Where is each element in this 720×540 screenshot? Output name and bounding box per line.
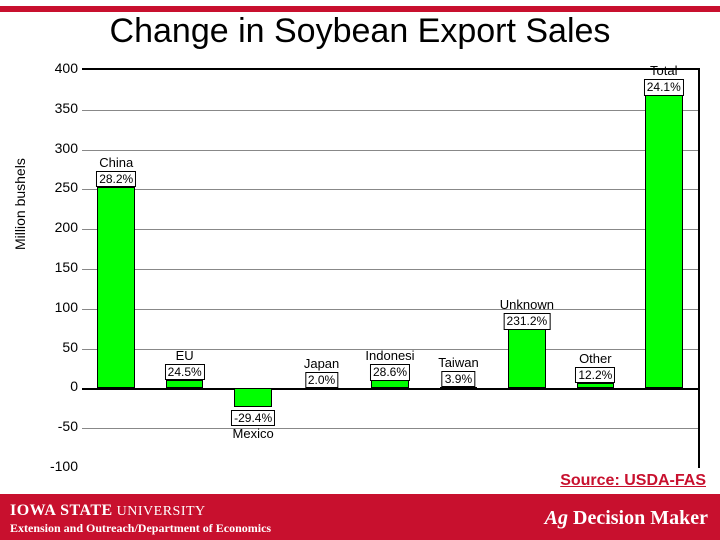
value-label: 28.2% (96, 171, 136, 187)
logo-iowa: IOWA STATE (10, 502, 113, 519)
isu-logo: IOWA STATE UNIVERSITY (10, 502, 206, 520)
category-label: Mexico (233, 426, 274, 441)
category-label: Unknown (500, 297, 554, 312)
y-tick-label: 50 (38, 339, 78, 355)
value-label: -29.4% (231, 410, 275, 426)
grid-line (82, 229, 698, 230)
value-label: 2.0% (305, 372, 338, 388)
grid-line (82, 189, 698, 190)
value-label: 28.6% (370, 364, 410, 380)
y-tick-label: 350 (38, 100, 78, 116)
zero-line (82, 388, 698, 390)
y-tick-label: 0 (38, 378, 78, 394)
category-label: Other (579, 351, 612, 366)
grid-line (82, 309, 698, 310)
footer-dept: Extension and Outreach/Department of Eco… (10, 521, 271, 536)
bar-total (645, 95, 683, 388)
agdm-ag: Ag (545, 507, 568, 529)
category-label: EU (176, 348, 194, 363)
y-tick-label: -100 (38, 458, 78, 474)
agdm-logo: Ag Decision Maker (545, 507, 708, 530)
grid-line (82, 269, 698, 270)
grid-line (82, 110, 698, 111)
value-label: 12.2% (575, 367, 615, 383)
category-label: China (99, 155, 133, 170)
agdm-dm: Decision Maker (568, 507, 708, 529)
value-label: 3.9% (442, 371, 475, 387)
page-title: Change in Soybean Export Sales (0, 12, 720, 51)
grid-line (82, 428, 698, 429)
bar-other (577, 383, 615, 389)
grid-line (82, 150, 698, 151)
value-label: 231.2% (504, 313, 551, 329)
category-label: Indonesi (365, 348, 414, 363)
bar-china (97, 187, 135, 388)
category-label: Taiwan (438, 355, 478, 370)
bar-mexico (234, 388, 272, 407)
value-label: 24.1% (644, 79, 684, 95)
footer-bar: IOWA STATE UNIVERSITY Extension and Outr… (0, 494, 720, 540)
y-tick-label: 200 (38, 219, 78, 235)
y-tick-label: 100 (38, 299, 78, 315)
y-axis-label: Million bushels (12, 158, 28, 250)
slide: Change in Soybean Export Sales Million b… (0, 0, 720, 540)
y-tick-label: -50 (38, 418, 78, 434)
bar-unknown (508, 329, 546, 388)
value-label: 24.5% (165, 364, 205, 380)
bar-indonesi (371, 380, 409, 388)
y-tick-label: 150 (38, 259, 78, 275)
y-tick-label: 400 (38, 60, 78, 76)
y-tick-label: 300 (38, 140, 78, 156)
category-label: Japan (304, 356, 339, 371)
bar-eu (166, 380, 204, 389)
y-tick-label: 250 (38, 179, 78, 195)
logo-univ: UNIVERSITY (113, 504, 206, 519)
category-label: Total (650, 63, 677, 78)
source-line: Source: USDA-FAS (560, 472, 706, 490)
chart-plot: China28.2% EU24.5% Mexico-29.4% Japan2.0% In… (82, 68, 700, 468)
